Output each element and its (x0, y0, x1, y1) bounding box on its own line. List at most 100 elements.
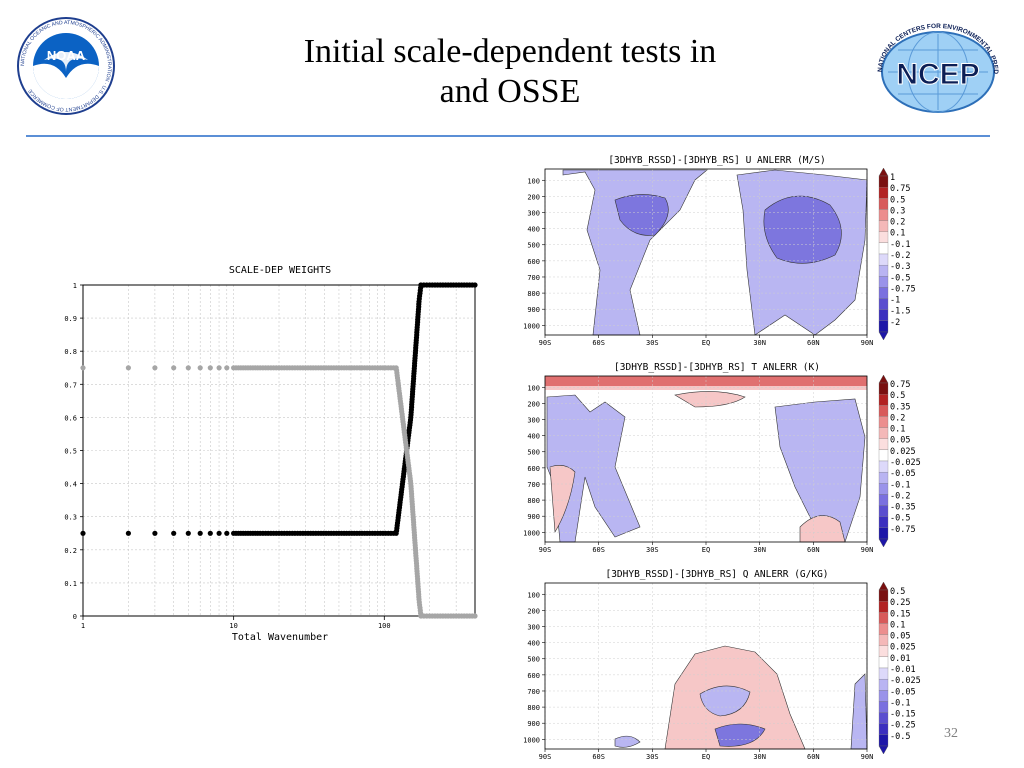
map-x-tick-label: 60N (807, 546, 820, 554)
colorbar-bottom-arrow (878, 538, 889, 548)
colorbar-top-arrow (878, 167, 889, 177)
colorbar-label: -0.3 (890, 262, 910, 272)
map-y-tick-label: 800 (527, 290, 540, 298)
colorbar-label: -1 (890, 296, 900, 306)
ncep-logo: NCEP NATIONAL CENTERS FOR ENVIRONMENTAL … (868, 20, 999, 113)
colorbar-swatch (878, 382, 889, 395)
map-y-tick-label: 1000 (523, 529, 540, 537)
map-x-tick-label: EQ (702, 546, 710, 554)
colorbar-bottom-arrow (878, 745, 889, 755)
weights-point (207, 365, 213, 371)
weights-point (207, 530, 213, 536)
colorbar-label: 0.5 (890, 587, 905, 597)
colorbar-swatch (878, 298, 889, 310)
map-y-tick-label: 400 (527, 433, 540, 441)
slide-title: Initial scale-dependent tests in and OSS… (230, 32, 790, 112)
colorbar-label: -0.1 (890, 480, 910, 490)
colorbar-swatch (878, 701, 889, 713)
weights-x-tick-label: 1 (81, 622, 85, 630)
map-y-tick-label: 100 (527, 384, 540, 392)
colorbar-label: 0.35 (890, 402, 910, 412)
colorbar-bottom-arrow (878, 331, 889, 341)
map-x-tick-label: 60S (592, 339, 605, 347)
colorbar-swatch (878, 405, 889, 417)
colorbar-label: 0.025 (890, 447, 916, 457)
colorbar-label: -0.05 (890, 469, 916, 479)
map-y-tick-label: 700 (527, 688, 540, 696)
weights-y-tick-label: 0.5 (64, 448, 77, 456)
colorbar-swatch (878, 678, 889, 691)
map-x-tick-label: 90N (861, 753, 874, 761)
colorbar-swatch (878, 449, 889, 462)
map-plot-frame (544, 168, 868, 336)
map-y-tick-label: 200 (527, 193, 540, 201)
colorbar-label: -0.25 (890, 721, 916, 731)
weights-point (224, 365, 230, 371)
weights-y-tick-label: 0.6 (64, 414, 77, 422)
t-anlerr-map: [3DHYB_RSSD]-[3DHYB_RS] T ANLERR (K) 100… (523, 362, 921, 554)
map-x-tick-label: 60S (592, 753, 605, 761)
weights-point (80, 365, 86, 371)
colorbar-label: 0.25 (890, 598, 910, 608)
weights-chart-xlabel: Total Wavenumber (232, 632, 328, 643)
colorbar-swatch (878, 287, 889, 299)
colorbar-label: -0.025 (890, 458, 921, 468)
colorbar-swatch (878, 393, 889, 406)
colorbar-swatch (878, 175, 889, 188)
colorbar-swatch (878, 667, 889, 680)
colorbar-swatch (878, 209, 889, 221)
colorbar-label: -0.01 (890, 665, 916, 675)
weights-point (185, 365, 191, 371)
colorbar-swatch (878, 198, 889, 210)
colorbar-label: 0.1 (890, 425, 905, 435)
colorbar-swatch (878, 527, 889, 540)
map-x-tick-label: 90S (539, 546, 552, 554)
u-map-title: [3DHYB_RSSD]-[3DHYB_RS] U ANLERR (M/S) (608, 155, 825, 166)
colorbar-label: 0.75 (890, 184, 910, 194)
slide-title-line1: Initial scale-dependent tests in (303, 33, 717, 70)
colorbar-swatch (878, 460, 889, 473)
map-y-tick-label: 300 (527, 210, 540, 218)
colorbar-swatch (878, 505, 889, 517)
colorbar-swatch (878, 186, 889, 199)
weights-point (216, 530, 222, 536)
map-x-tick-label: 90N (861, 339, 874, 347)
map-y-tick-label: 500 (527, 449, 540, 457)
colorbar-label: -0.75 (890, 525, 916, 535)
t-map-title: [3DHYB_RSSD]-[3DHYB_RS] T ANLERR (K) (614, 362, 820, 373)
map-x-tick-label: 90S (539, 339, 552, 347)
colorbar-swatch (878, 320, 889, 333)
noaa-logo-text: NOAA (47, 48, 86, 63)
colorbar-label: 0.5 (890, 195, 905, 205)
colorbar-swatch (878, 734, 889, 747)
colorbar-swatch (878, 600, 889, 613)
weights-point (224, 530, 230, 536)
weights-point (472, 282, 478, 288)
noaa-seal-icon (44, 52, 88, 72)
weights-point (171, 365, 177, 371)
colorbar-swatch (878, 231, 889, 244)
weights-point (472, 613, 478, 619)
weights-y-tick-label: 0.2 (64, 547, 77, 555)
colorbar-swatch (878, 483, 889, 495)
weights-point (125, 365, 131, 371)
weights-point (125, 530, 131, 536)
colorbar-label: 0.2 (890, 218, 905, 228)
colorbar-label: -0.025 (890, 676, 921, 686)
colorbar-label: -0.15 (890, 710, 916, 720)
colorbar-swatch (878, 416, 889, 428)
title-divider (26, 135, 990, 137)
ncep-logo-text: NCEP (896, 58, 979, 91)
colorbar-label: -0.05 (890, 687, 916, 697)
q-map-title: [3DHYB_RSSD]-[3DHYB_RS] Q ANLERR (G/KG) (605, 569, 828, 580)
weights-y-tick-label: 0.9 (64, 315, 77, 323)
colorbar-swatch (878, 623, 889, 635)
map-x-tick-label: 30N (753, 546, 766, 554)
weights-x-tick-label: 10 (229, 622, 237, 630)
colorbar-swatch (878, 690, 889, 702)
colorbar-swatch (878, 634, 889, 646)
page-number: 32 (944, 726, 958, 741)
colorbar-label: -2 (890, 318, 900, 328)
colorbar-swatch (878, 645, 889, 658)
q-anlerr-map: [3DHYB_RSSD]-[3DHYB_RS] Q ANLERR (G/KG) … (523, 569, 921, 761)
